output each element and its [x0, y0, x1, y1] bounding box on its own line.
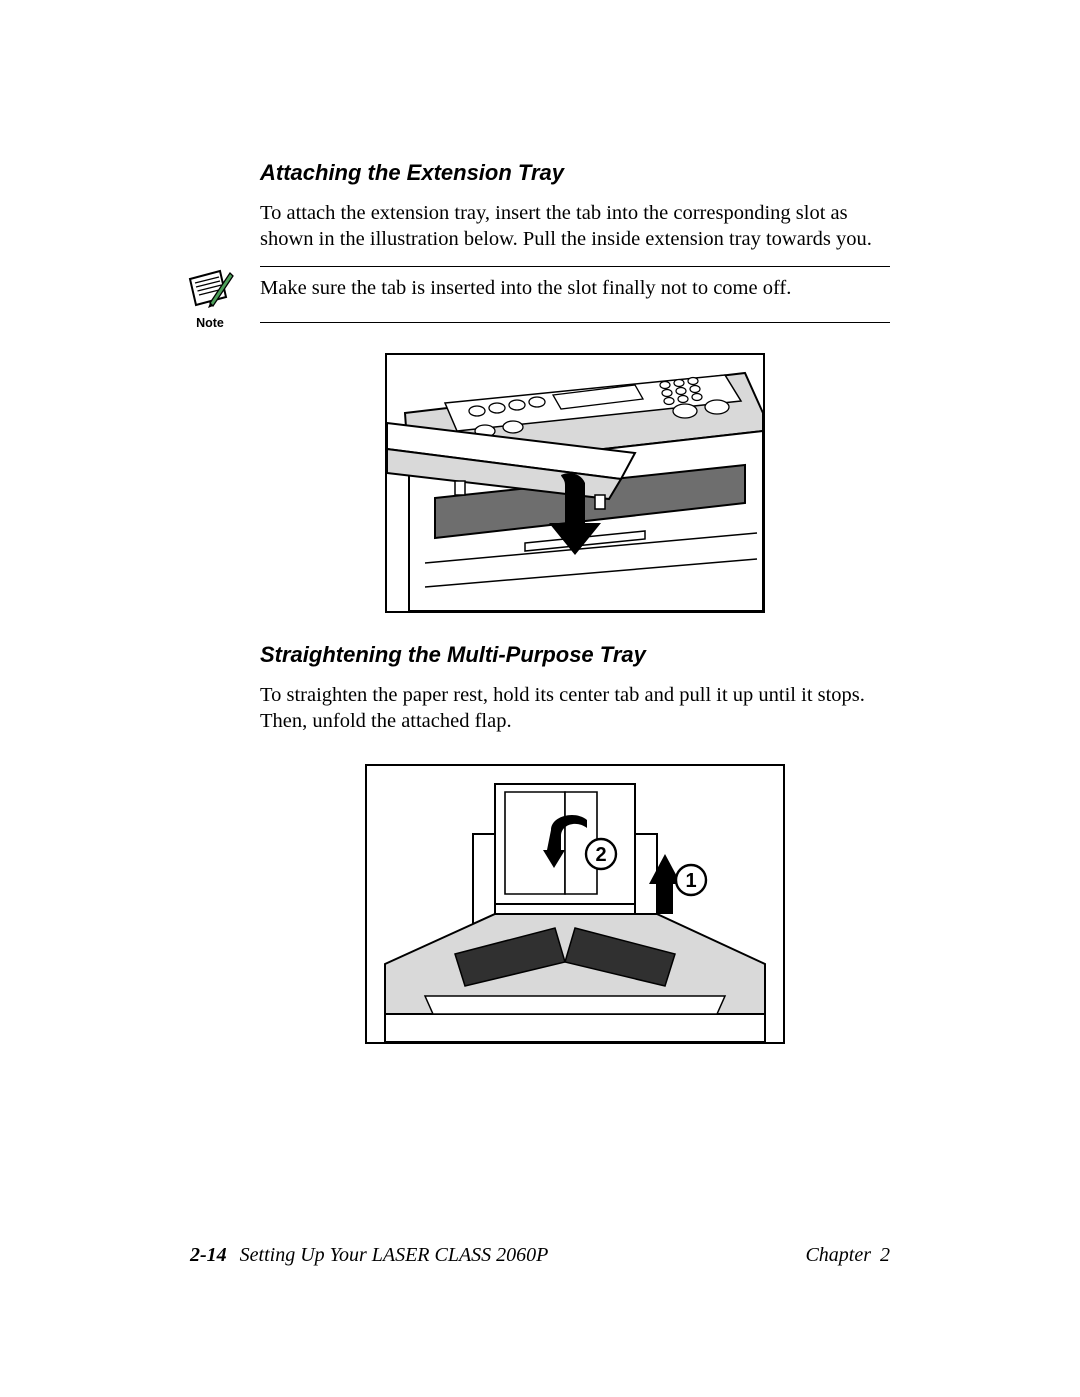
figure2-callout-2: 2 [595, 844, 606, 866]
footer-chapter-number: 2 [880, 1244, 890, 1266]
content-column: Attaching the Extension Tray To attach t… [260, 160, 890, 1049]
footer-left: 2-14 Setting Up Your LASER CLASS 2060P [190, 1244, 548, 1267]
note-icon [186, 269, 234, 309]
figure-multipurpose-tray: 2 1 [260, 764, 890, 1049]
footer-chapter-label: Chapter [805, 1244, 871, 1266]
manual-page: Attaching the Extension Tray To attach t… [0, 0, 1080, 1397]
figure2-callout-1: 1 [685, 870, 696, 892]
figure-extension-tray [260, 353, 890, 618]
note-icon-wrap: Note [180, 269, 240, 330]
note-text: Make sure the tab is inserted into the s… [260, 275, 890, 301]
page-footer: 2-14 Setting Up Your LASER CLASS 2060P C… [190, 1244, 890, 1267]
section1-heading: Attaching the Extension Tray [260, 160, 890, 186]
section2-paragraph: To straighten the paper rest, hold its c… [260, 682, 890, 734]
footer-page-number: 2-14 [190, 1244, 227, 1266]
section1-paragraph: To attach the extension tray, insert the… [260, 200, 890, 252]
footer-title: Setting Up Your LASER CLASS 2060P [240, 1244, 549, 1266]
note-label: Note [180, 316, 240, 330]
note-block: Note Make sure the tab is inserted into … [260, 266, 890, 322]
section2-heading: Straightening the Multi-Purpose Tray [260, 642, 890, 668]
footer-right: Chapter 2 [805, 1244, 890, 1267]
